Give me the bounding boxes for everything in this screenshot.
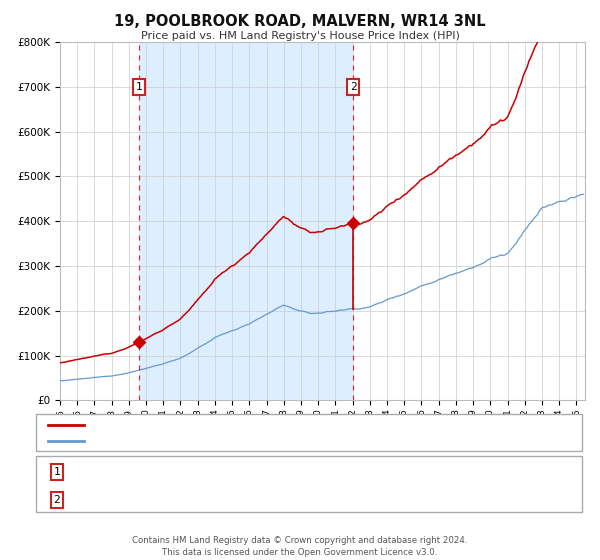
Text: Price paid vs. HM Land Registry's House Price Index (HPI): Price paid vs. HM Land Registry's House … <box>140 31 460 41</box>
Text: 42% ↑ HPI: 42% ↑ HPI <box>450 495 509 505</box>
Text: Contains HM Land Registry data © Crown copyright and database right 2024.
This d: Contains HM Land Registry data © Crown c… <box>132 536 468 557</box>
Text: 2: 2 <box>53 495 61 505</box>
Text: 2: 2 <box>350 82 356 92</box>
Text: £130,500: £130,500 <box>312 467 365 477</box>
Text: 1: 1 <box>136 82 142 92</box>
Text: HPI: Average price, detached house, Malvern Hills: HPI: Average price, detached house, Malv… <box>90 436 339 446</box>
Text: 19, POOLBROOK ROAD, MALVERN, WR14 3NL: 19, POOLBROOK ROAD, MALVERN, WR14 3NL <box>114 14 486 29</box>
Text: 5% ↑ HPI: 5% ↑ HPI <box>450 467 502 477</box>
Text: 19, POOLBROOK ROAD, MALVERN, WR14 3NL (detached house): 19, POOLBROOK ROAD, MALVERN, WR14 3NL (d… <box>90 419 407 430</box>
Bar <box>139 42 353 400</box>
Text: 30-JUL-1999: 30-JUL-1999 <box>132 467 200 477</box>
Text: £395,000: £395,000 <box>312 495 365 505</box>
Text: 10-JAN-2012: 10-JAN-2012 <box>132 495 202 505</box>
Text: 1: 1 <box>53 467 61 477</box>
